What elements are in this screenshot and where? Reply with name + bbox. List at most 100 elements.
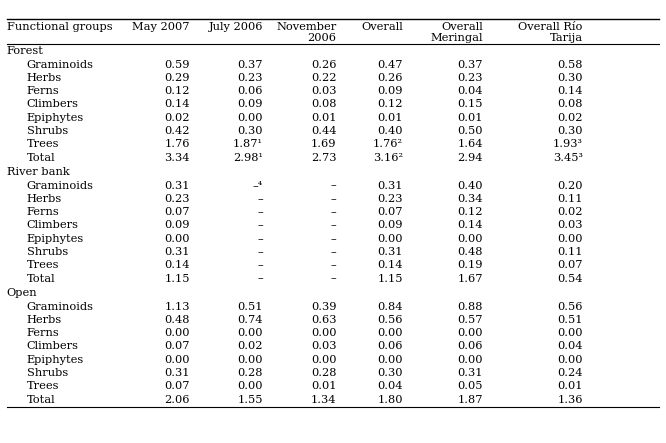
Text: 0.59: 0.59 (165, 60, 190, 70)
Text: 0.31: 0.31 (165, 181, 190, 190)
Text: 0.44: 0.44 (311, 126, 336, 136)
Text: 0.04: 0.04 (557, 342, 583, 351)
Text: 0.56: 0.56 (378, 315, 403, 325)
Text: 0.02: 0.02 (557, 207, 583, 217)
Text: 0.07: 0.07 (165, 342, 190, 351)
Text: 1.76: 1.76 (165, 140, 190, 149)
Text: Climbers: Climbers (27, 221, 79, 230)
Text: –: – (257, 234, 263, 244)
Text: 0.40: 0.40 (378, 126, 403, 136)
Text: Shrubs: Shrubs (27, 126, 68, 136)
Text: Trees: Trees (27, 381, 59, 391)
Text: 0.02: 0.02 (238, 342, 263, 351)
Text: 0.31: 0.31 (378, 247, 403, 257)
Text: 0.31: 0.31 (458, 368, 483, 378)
Text: Herbs: Herbs (27, 315, 62, 325)
Text: 2006: 2006 (307, 33, 336, 43)
Text: 1.76²: 1.76² (373, 140, 403, 149)
Text: Ferns: Ferns (27, 86, 59, 96)
Text: 0.22: 0.22 (311, 73, 336, 83)
Text: 1.15: 1.15 (165, 274, 190, 284)
Text: 0.07: 0.07 (165, 381, 190, 391)
Text: 0.37: 0.37 (238, 60, 263, 70)
Text: 0.19: 0.19 (458, 260, 483, 270)
Text: 0.58: 0.58 (557, 60, 583, 70)
Text: 0.00: 0.00 (165, 328, 190, 338)
Text: 0.23: 0.23 (458, 73, 483, 83)
Text: –: – (330, 181, 336, 190)
Text: 1.93³: 1.93³ (553, 140, 583, 149)
Text: –: – (330, 194, 336, 204)
Text: 0.12: 0.12 (458, 207, 483, 217)
Text: 0.29: 0.29 (165, 73, 190, 83)
Text: 0.30: 0.30 (238, 126, 263, 136)
Text: 0.08: 0.08 (557, 100, 583, 109)
Text: 1.36: 1.36 (557, 395, 583, 404)
Text: 0.06: 0.06 (238, 86, 263, 96)
Text: 0.31: 0.31 (378, 181, 403, 190)
Text: 0.40: 0.40 (458, 181, 483, 190)
Text: 0.39: 0.39 (311, 302, 336, 311)
Text: 0.01: 0.01 (311, 113, 336, 123)
Text: 0.26: 0.26 (378, 73, 403, 83)
Text: 3.16²: 3.16² (373, 153, 403, 163)
Text: –: – (330, 207, 336, 217)
Text: 0.14: 0.14 (165, 100, 190, 109)
Text: 0.09: 0.09 (378, 86, 403, 96)
Text: 0.14: 0.14 (378, 260, 403, 270)
Text: 0.11: 0.11 (557, 247, 583, 257)
Text: –: – (330, 234, 336, 244)
Text: 0.12: 0.12 (165, 86, 190, 96)
Text: 0.30: 0.30 (557, 126, 583, 136)
Text: 0.07: 0.07 (378, 207, 403, 217)
Text: 2.06: 2.06 (165, 395, 190, 404)
Text: 0.09: 0.09 (165, 221, 190, 230)
Text: 0.15: 0.15 (458, 100, 483, 109)
Text: Epiphytes: Epiphytes (27, 113, 84, 123)
Text: 0.02: 0.02 (165, 113, 190, 123)
Text: 0.12: 0.12 (378, 100, 403, 109)
Text: Meringal: Meringal (430, 33, 483, 43)
Text: Herbs: Herbs (27, 73, 62, 83)
Text: Functional groups: Functional groups (7, 22, 113, 32)
Text: 0.00: 0.00 (165, 234, 190, 244)
Text: 0.01: 0.01 (557, 381, 583, 391)
Text: 0.00: 0.00 (311, 355, 336, 365)
Text: Ferns: Ferns (27, 207, 59, 217)
Text: 0.34: 0.34 (458, 194, 483, 204)
Text: 0.56: 0.56 (557, 302, 583, 311)
Text: Climbers: Climbers (27, 100, 79, 109)
Text: 0.01: 0.01 (378, 113, 403, 123)
Text: –: – (257, 247, 263, 257)
Text: 2.94: 2.94 (458, 153, 483, 163)
Text: 0.04: 0.04 (378, 381, 403, 391)
Text: Forest: Forest (7, 47, 43, 56)
Text: 0.28: 0.28 (311, 368, 336, 378)
Text: 0.00: 0.00 (458, 234, 483, 244)
Text: 0.23: 0.23 (238, 73, 263, 83)
Text: 0.88: 0.88 (458, 302, 483, 311)
Text: 0.00: 0.00 (557, 328, 583, 338)
Text: 0.00: 0.00 (458, 355, 483, 365)
Text: 0.30: 0.30 (378, 368, 403, 378)
Text: 0.47: 0.47 (378, 60, 403, 70)
Text: 0.37: 0.37 (458, 60, 483, 70)
Text: 1.69: 1.69 (311, 140, 336, 149)
Text: 0.05: 0.05 (458, 381, 483, 391)
Text: 0.23: 0.23 (165, 194, 190, 204)
Text: 1.15: 1.15 (378, 274, 403, 284)
Text: 0.14: 0.14 (557, 86, 583, 96)
Text: 1.64: 1.64 (458, 140, 483, 149)
Text: Total: Total (27, 274, 55, 284)
Text: Epiphytes: Epiphytes (27, 234, 84, 244)
Text: 0.23: 0.23 (378, 194, 403, 204)
Text: 0.06: 0.06 (458, 342, 483, 351)
Text: July 2006: July 2006 (208, 22, 263, 32)
Text: 0.51: 0.51 (557, 315, 583, 325)
Text: 0.51: 0.51 (238, 302, 263, 311)
Text: 0.26: 0.26 (311, 60, 336, 70)
Text: Tarija: Tarija (549, 33, 583, 43)
Text: 0.09: 0.09 (378, 221, 403, 230)
Text: –: – (330, 274, 336, 284)
Text: 0.14: 0.14 (165, 260, 190, 270)
